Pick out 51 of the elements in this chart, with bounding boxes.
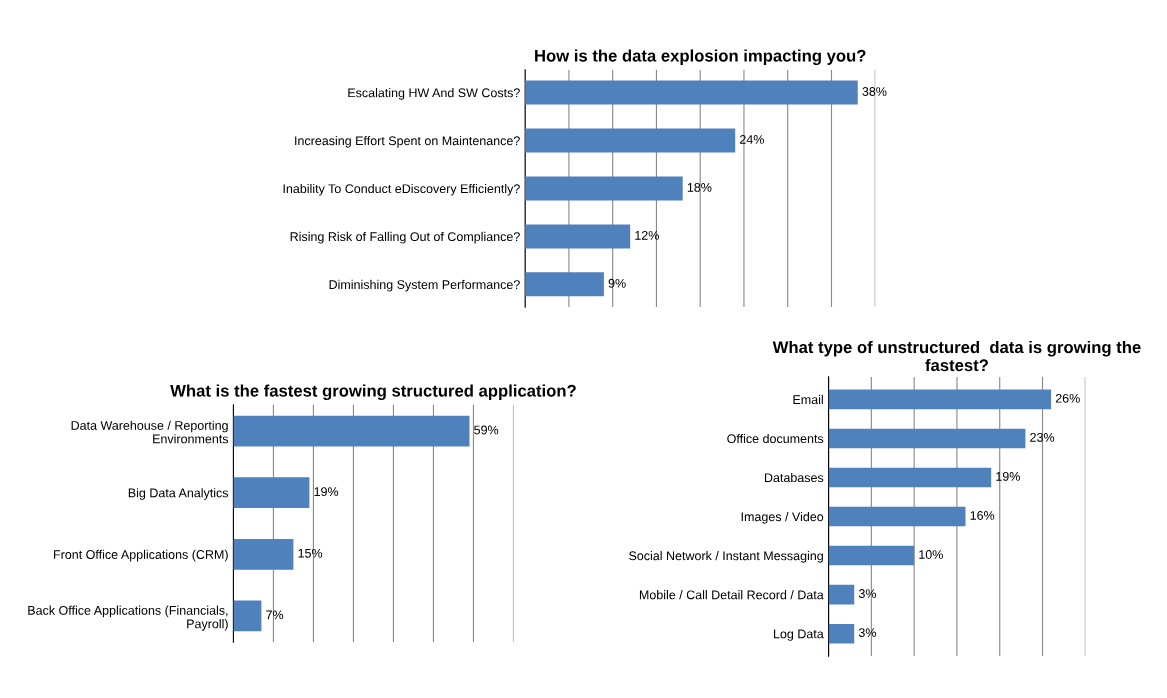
y-tick-label: Big Data Analytics: [128, 488, 229, 500]
bar: [233, 415, 470, 447]
bar: [233, 538, 294, 570]
data-label: 3%: [858, 589, 877, 598]
y-tick-label: Data Warehouse / Reporting Environments: [71, 420, 229, 444]
bar: [525, 128, 736, 153]
bar: [828, 467, 992, 488]
y-tick-label: Social Network / Instant Messaging: [629, 551, 823, 563]
y-tick-label: Email: [793, 394, 823, 405]
data-label: 15%: [298, 548, 323, 558]
y-tick-label: Back Office Applications (Financials, Payroll): [28, 605, 228, 631]
bar: [828, 389, 1052, 410]
data-label: 3%: [858, 628, 877, 638]
y-tick-label: Inability To Conduct eDiscovery Efficiently?: [283, 183, 520, 196]
y-tick-label: Increasing Effort Spent on Maintenance?: [295, 135, 520, 148]
bar: [233, 600, 262, 632]
data-label: 26%: [1055, 393, 1080, 403]
data-label: 12%: [635, 230, 659, 240]
y-tick-label: Databases: [764, 472, 824, 483]
y-tick-label: Mobile / Call Detail Record / Data: [639, 590, 824, 600]
data-label: 7%: [266, 610, 284, 620]
bar: [233, 477, 310, 509]
chart-title: What type of unstructured data is growing the fastest?: [772, 340, 1141, 372]
data-label: 10%: [919, 550, 943, 559]
bar: [828, 506, 966, 527]
y-tick-label: Log Data: [774, 629, 824, 641]
bar: [525, 80, 858, 105]
bar: [828, 584, 855, 605]
y-tick-label: Diminishing System Performance?: [329, 279, 520, 292]
data-label: 23%: [1030, 432, 1055, 442]
chart-title: What is the fastest growing structured application?: [170, 384, 576, 401]
data-label: 19%: [314, 487, 339, 497]
y-tick-label: Escalating HW And SW Costs?: [348, 88, 520, 100]
data-label: 9%: [608, 278, 626, 288]
data-label: 24%: [740, 135, 764, 144]
data-label: 38%: [862, 87, 887, 96]
bar: [525, 224, 631, 249]
data-label: 18%: [687, 182, 712, 192]
data-label: 59%: [474, 425, 499, 435]
y-tick-label: Rising Risk of Falling Out of Compliance?: [290, 231, 520, 244]
data-label: 19%: [996, 471, 1020, 481]
bar: [828, 428, 1026, 449]
bar: [525, 176, 683, 201]
data-label: 16%: [970, 511, 995, 520]
bar: [525, 272, 604, 297]
bar: [828, 545, 915, 566]
y-tick-label: Office documents: [727, 433, 824, 444]
bar: [828, 623, 855, 644]
chart-title: How is the data explosion impacting you?: [535, 49, 866, 65]
y-tick-label: Images / Video: [741, 511, 824, 524]
y-tick-label: Front Office Applications (CRM): [54, 549, 228, 562]
